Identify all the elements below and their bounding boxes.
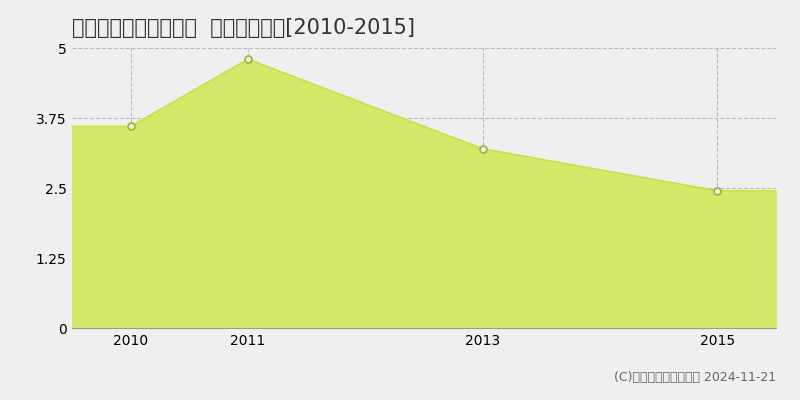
Point bbox=[711, 188, 724, 194]
Text: 宇和島市津島町上畑地  土地価格推移[2010-2015]: 宇和島市津島町上畑地 土地価格推移[2010-2015] bbox=[72, 18, 415, 38]
Point bbox=[124, 123, 137, 130]
Point bbox=[476, 146, 489, 152]
Point bbox=[242, 56, 254, 62]
Text: (C)土地価格ドットコム 2024-11-21: (C)土地価格ドットコム 2024-11-21 bbox=[614, 371, 776, 384]
